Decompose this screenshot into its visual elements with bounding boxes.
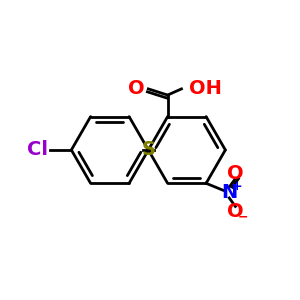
Text: +: + xyxy=(232,180,242,193)
Text: S: S xyxy=(141,140,155,160)
Text: Cl: Cl xyxy=(27,140,48,160)
Text: O: O xyxy=(128,80,145,98)
Text: N: N xyxy=(221,183,237,202)
Text: O: O xyxy=(227,202,244,221)
Text: −: − xyxy=(238,211,248,224)
Text: OH: OH xyxy=(189,80,222,98)
Text: O: O xyxy=(227,164,244,183)
